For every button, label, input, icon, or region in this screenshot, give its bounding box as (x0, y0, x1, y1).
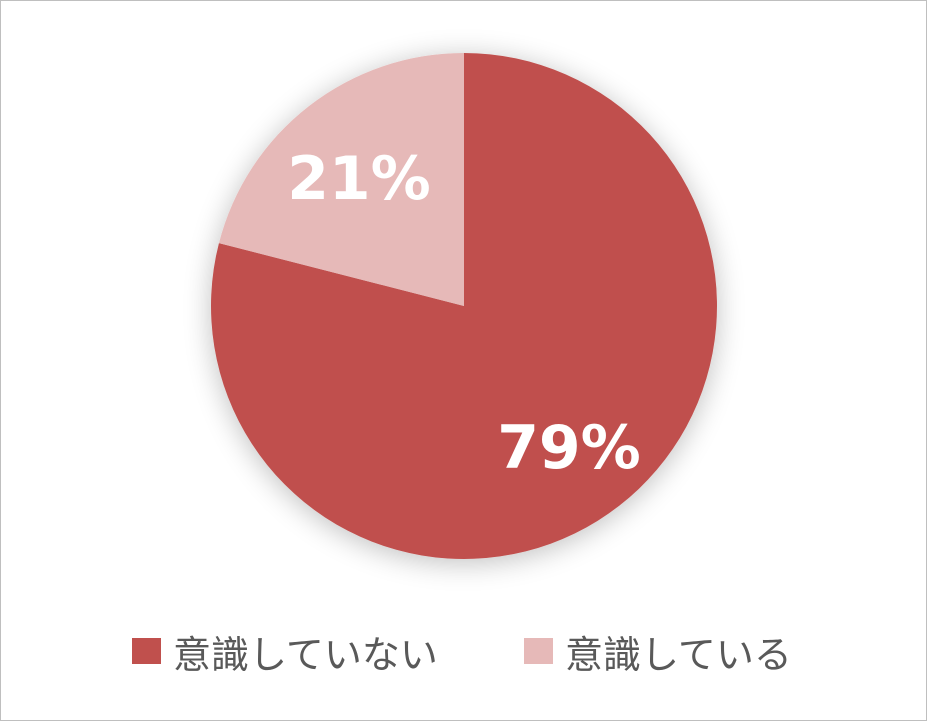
pie-slice-1 (218, 53, 464, 306)
legend-label-0: 意識していない (173, 632, 438, 677)
legend-item-1: 意識している (524, 621, 792, 681)
data-label-1: 21% (287, 144, 431, 214)
legend: 意識していない 意識している (1, 621, 926, 681)
legend-label-1: 意識している (565, 632, 792, 677)
legend-item-0: 意識していない (132, 621, 438, 681)
pie-slice-0 (211, 53, 718, 560)
legend-swatch-0 (132, 638, 161, 664)
legend-swatch-1 (524, 638, 553, 664)
data-label-0: 79% (497, 413, 641, 483)
